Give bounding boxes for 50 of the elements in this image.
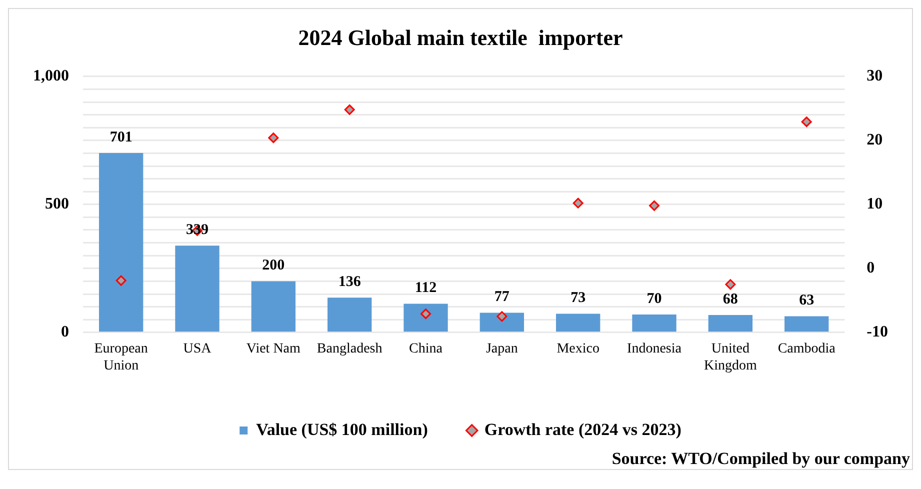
source-note: Source: WTO/Compiled by our company (610, 449, 911, 469)
y-tick-label: 1,000 (33, 68, 69, 85)
x-tick-label: Japan (486, 341, 518, 356)
bar (784, 316, 829, 332)
data-label: 77 (494, 289, 510, 306)
data-label: 112 (414, 280, 437, 296)
data-label: 63 (799, 292, 814, 309)
point (801, 116, 812, 128)
data-label: 73 (570, 290, 586, 306)
data-label: 70 (646, 290, 662, 307)
x-tick-label: Mexico (556, 341, 600, 356)
point (725, 279, 736, 290)
x-tick-label: China (409, 341, 444, 356)
bar (98, 152, 144, 332)
y-tick-label: 500 (45, 196, 69, 213)
bar (404, 304, 448, 332)
y2-tick-label: 10 (866, 196, 883, 213)
data-label: 68 (722, 291, 738, 308)
point (572, 198, 584, 208)
bar (327, 298, 372, 332)
x-tick-label: USA (183, 341, 212, 356)
bar (708, 314, 753, 332)
y-tick-label: 0 (61, 324, 69, 341)
y2-tick-label: 20 (866, 132, 883, 149)
legend-label: Growth rate (2024 vs 2023) (484, 420, 682, 439)
x-tick-label: Indonesia (627, 341, 682, 356)
x-tick-label: Cambodia (778, 341, 836, 356)
bar (632, 314, 676, 332)
point (268, 132, 279, 144)
point (344, 104, 355, 115)
bar (251, 281, 296, 332)
y2-tick-label: 0 (866, 260, 875, 277)
bar (556, 314, 600, 332)
point (420, 308, 432, 320)
point (496, 311, 508, 322)
point (649, 200, 660, 211)
x-tick-label: European Union (94, 341, 148, 374)
x-tick-label: United Kingdom (704, 341, 757, 374)
y2-tick-label: 30 (866, 68, 883, 85)
x-tick-label: Viet Nam (246, 341, 301, 356)
bar (480, 312, 524, 332)
point (116, 275, 126, 286)
chart-title: 2024 Global main textile importer (298, 24, 623, 50)
bar (175, 246, 220, 332)
data-label: 701 (110, 129, 132, 146)
data-label: 136 (338, 274, 362, 290)
legend-label: Value (US$ 100 million) (256, 420, 428, 439)
y2-tick-label: -10 (866, 324, 888, 341)
data-label: 200 (262, 258, 285, 274)
x-tick-label: Bangladesh (316, 341, 382, 356)
